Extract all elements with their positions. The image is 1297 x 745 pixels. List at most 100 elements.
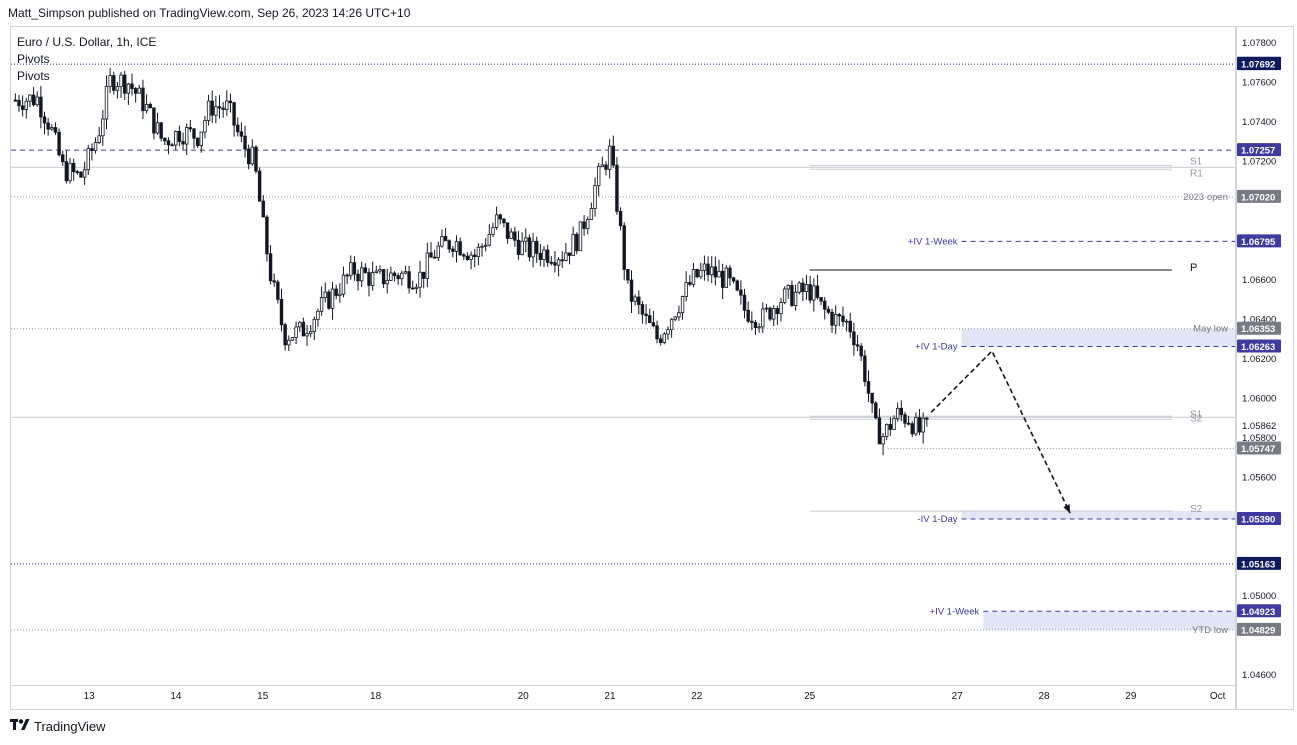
candle-body <box>272 280 276 283</box>
price-axis[interactable] <box>1236 26 1294 710</box>
candle-body <box>535 240 539 254</box>
candle-body <box>71 162 76 173</box>
candle-body <box>527 237 532 258</box>
price-label: 1.06353 <box>1241 324 1275 335</box>
candle-body <box>575 233 579 252</box>
candle-body <box>699 269 703 278</box>
price-label: 1.05747 <box>1241 444 1275 455</box>
candle-body <box>86 148 90 171</box>
projection-path[interactable] <box>930 349 1071 514</box>
candle-body <box>823 300 827 310</box>
candle-body <box>877 417 882 445</box>
candle-body <box>115 86 120 91</box>
candle-body <box>250 146 255 165</box>
candle-body <box>236 124 240 133</box>
candle-body <box>17 99 21 107</box>
candle-body <box>112 75 116 91</box>
iv-label: -IV 1-Day <box>917 514 957 525</box>
candle-body <box>892 418 896 430</box>
candle-body <box>137 87 142 94</box>
candle-body <box>925 417 929 420</box>
candle-body <box>443 236 448 242</box>
candle-body <box>801 282 805 293</box>
candle-body <box>279 298 284 326</box>
candle-body <box>338 293 342 296</box>
x-tick-label: 21 <box>604 691 616 702</box>
y-tick-label: 1.06400 <box>1242 314 1276 325</box>
candle-body <box>494 214 499 228</box>
candle-body <box>771 308 776 320</box>
candle-body <box>144 103 149 112</box>
candle-body <box>392 272 397 277</box>
candle-body <box>163 137 167 142</box>
candle-body <box>323 291 327 299</box>
candle-body <box>308 330 313 335</box>
indicator-pivots-2[interactable]: Pivots <box>17 69 50 83</box>
candle-body <box>170 144 174 147</box>
price-label: 1.07692 <box>1241 60 1275 71</box>
candle-body <box>764 307 769 310</box>
chart-pane[interactable] <box>10 26 1236 686</box>
price-label-badge <box>1237 441 1281 455</box>
candle-body <box>779 302 783 315</box>
candle-body <box>239 131 244 137</box>
candle-body <box>210 100 214 116</box>
price-label-badge <box>1237 321 1281 335</box>
price-label-badge <box>1237 556 1281 570</box>
candle-body <box>899 407 904 416</box>
candle-body <box>753 322 758 328</box>
candle-body <box>261 200 265 218</box>
x-tick-label: 29 <box>1125 691 1137 702</box>
candle-body <box>367 272 371 286</box>
iv-label: +IV 1-Week <box>930 606 980 617</box>
candle-body <box>82 169 87 178</box>
candle-body <box>232 102 236 126</box>
candle-body <box>243 135 247 150</box>
candle-body <box>775 308 780 315</box>
candle-body <box>436 245 440 258</box>
indicator-pivots-1[interactable]: Pivots <box>17 52 50 66</box>
candle-body <box>720 270 725 288</box>
candle-body <box>702 263 707 271</box>
candle-body <box>793 291 798 306</box>
candle-body <box>177 130 182 142</box>
candle-body <box>498 214 502 220</box>
y-tick-label: 1.06000 <box>1242 393 1276 404</box>
candle-body <box>786 284 790 290</box>
time-axis[interactable] <box>10 686 1236 710</box>
pivot-label-s1: S1 <box>1190 156 1203 167</box>
candle-body <box>90 148 94 151</box>
candle-body <box>31 94 36 106</box>
pivot-label-p: P <box>1190 262 1197 274</box>
candle-body <box>870 392 874 404</box>
candle-body <box>618 210 623 227</box>
price-label-badge <box>1237 622 1281 636</box>
candle-body <box>294 326 298 338</box>
candle-body <box>42 116 47 124</box>
candle-body <box>644 313 648 317</box>
candle-body <box>341 274 346 295</box>
candle-body <box>13 99 18 102</box>
candle-body <box>841 315 845 322</box>
candle-body <box>389 272 393 281</box>
candle-body <box>684 282 688 297</box>
candle-body <box>50 127 54 130</box>
candle-body <box>425 252 430 279</box>
x-tick-label: Oct <box>1210 691 1226 702</box>
price-label: 1.05390 <box>1241 515 1275 526</box>
candle-body <box>188 127 193 130</box>
candle-body <box>217 106 222 109</box>
candle-body <box>582 221 586 229</box>
symbol-title[interactable]: Euro / U.S. Dollar, 1h, ICE <box>17 35 157 49</box>
candle-body <box>330 288 335 309</box>
tradingview-brand[interactable]: TradingView <box>10 719 106 734</box>
candle-body <box>199 131 203 146</box>
candle-body <box>505 222 510 239</box>
candle-body <box>564 252 568 261</box>
x-tick-label: 20 <box>518 691 530 702</box>
candle-body <box>119 74 123 88</box>
candle-body <box>666 329 670 335</box>
x-tick-label: 22 <box>691 691 703 702</box>
candle-body <box>648 315 652 324</box>
